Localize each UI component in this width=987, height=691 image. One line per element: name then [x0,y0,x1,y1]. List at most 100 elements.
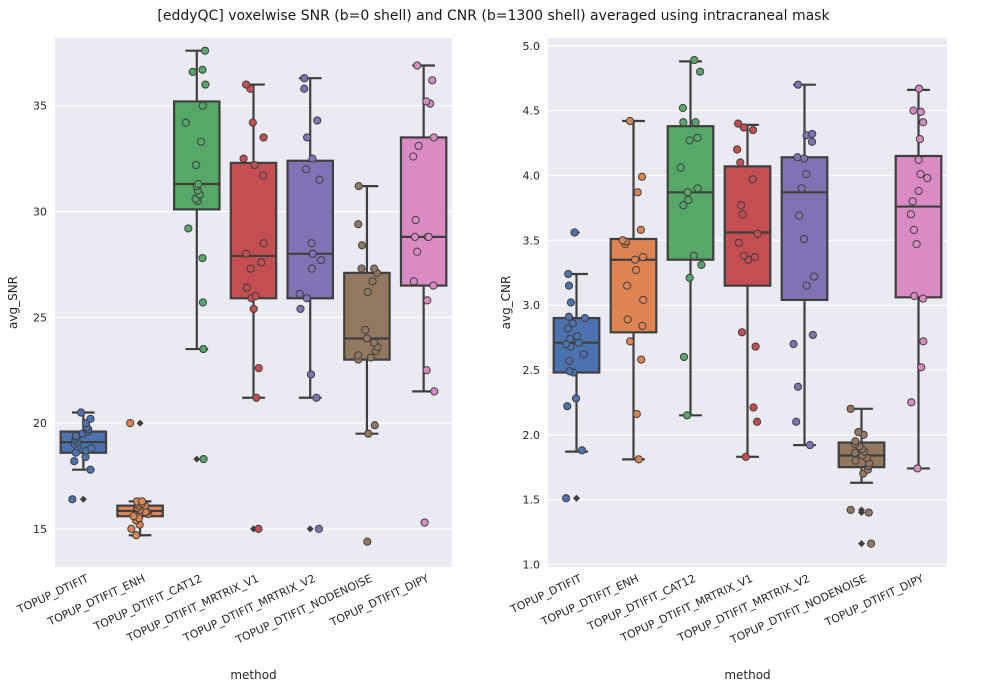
outlier-marker [306,525,314,533]
data-point [410,232,420,242]
data-point [561,494,571,503]
data-point [364,429,373,438]
data-point [86,465,95,474]
data-point [916,107,925,117]
data-point [809,272,819,281]
data-point [296,304,305,313]
data-point [201,80,210,89]
data-point [317,256,326,265]
data-point [691,118,700,127]
data-point [194,179,203,189]
data-point [198,65,207,74]
data-point [793,382,803,391]
y-tick-label: 30 [33,206,47,219]
data-point [70,457,79,466]
data-point [242,249,251,258]
y-tick-label: 1.5 [523,494,541,507]
y-tick-label: 2.5 [523,364,541,377]
data-point [257,258,266,267]
data-point [198,298,208,307]
data-point [695,67,705,76]
y-tick-label: 35 [33,100,47,113]
data-point [679,201,688,210]
outlier-marker [573,494,580,502]
data-point [250,160,259,170]
box-body [229,161,278,300]
data-point [789,339,798,349]
data-point [846,505,855,515]
data-point [361,325,370,335]
data-point [630,255,640,264]
data-point [564,269,573,279]
y-tick-label: 5.0 [523,40,541,53]
data-point [693,184,702,193]
data-point [914,186,923,196]
data-point [428,76,437,85]
data-point [637,355,646,364]
data-point [734,238,743,247]
data-point [242,283,251,292]
data-point [357,241,367,250]
data-point [370,338,379,347]
data-point [308,249,317,258]
data-point [632,409,641,419]
data-point [752,417,762,426]
data-point [313,116,322,125]
data-point [414,141,423,151]
data-point [312,393,321,402]
data-point [679,118,688,127]
data-point [199,344,208,354]
data-point [363,287,372,297]
data-point [246,264,255,273]
box-topup-dtifit-dipy [894,88,943,470]
data-point [683,188,692,197]
data-point [198,101,207,110]
data-point [808,129,817,139]
data-point [422,366,431,375]
cnr-boxplot-panel: 1.01.52.02.53.03.54.04.55.0TOPUP_DTIFITT… [499,38,947,682]
data-point [564,281,574,290]
y-tick-label: 25 [33,311,47,324]
data-point [634,455,643,464]
data-point [564,312,573,321]
data-point [749,403,758,412]
y-axis-label: avg_SNR [6,276,20,329]
data-point [917,363,926,372]
y-tick-label: 4.5 [523,105,541,118]
data-point [799,234,809,244]
data-point [623,315,632,324]
data-point [851,437,860,446]
data-point [618,236,627,245]
data-point [200,46,210,55]
data-point [423,296,432,305]
data-point [793,153,802,162]
data-point [254,524,263,534]
data-point [914,155,923,164]
data-point [413,61,422,70]
outlier-marker [858,540,865,548]
data-point [797,184,806,193]
data-point [793,80,803,89]
data-point [302,294,311,303]
data-point [851,456,860,465]
data-point [199,454,208,464]
data-point [633,188,642,197]
box-topup-dtifit-cat12 [666,60,715,417]
data-point [354,220,363,229]
data-point [252,393,261,402]
data-point [430,387,439,396]
data-point [249,304,258,313]
snr-boxplot-panel: 1520253035TOPUP_DTIFITTOPUP_DTIFIT_ENHTO… [6,38,452,682]
y-tick-label: 15 [33,523,47,536]
data-point [866,539,876,548]
data-point [411,215,420,225]
data-point [259,133,268,142]
data-point [923,173,932,183]
box-body [399,136,448,287]
data-point [693,133,702,142]
data-point [188,67,197,76]
data-point [129,512,138,521]
data-point [563,324,572,333]
data-point [685,136,694,145]
data-point [916,170,925,179]
